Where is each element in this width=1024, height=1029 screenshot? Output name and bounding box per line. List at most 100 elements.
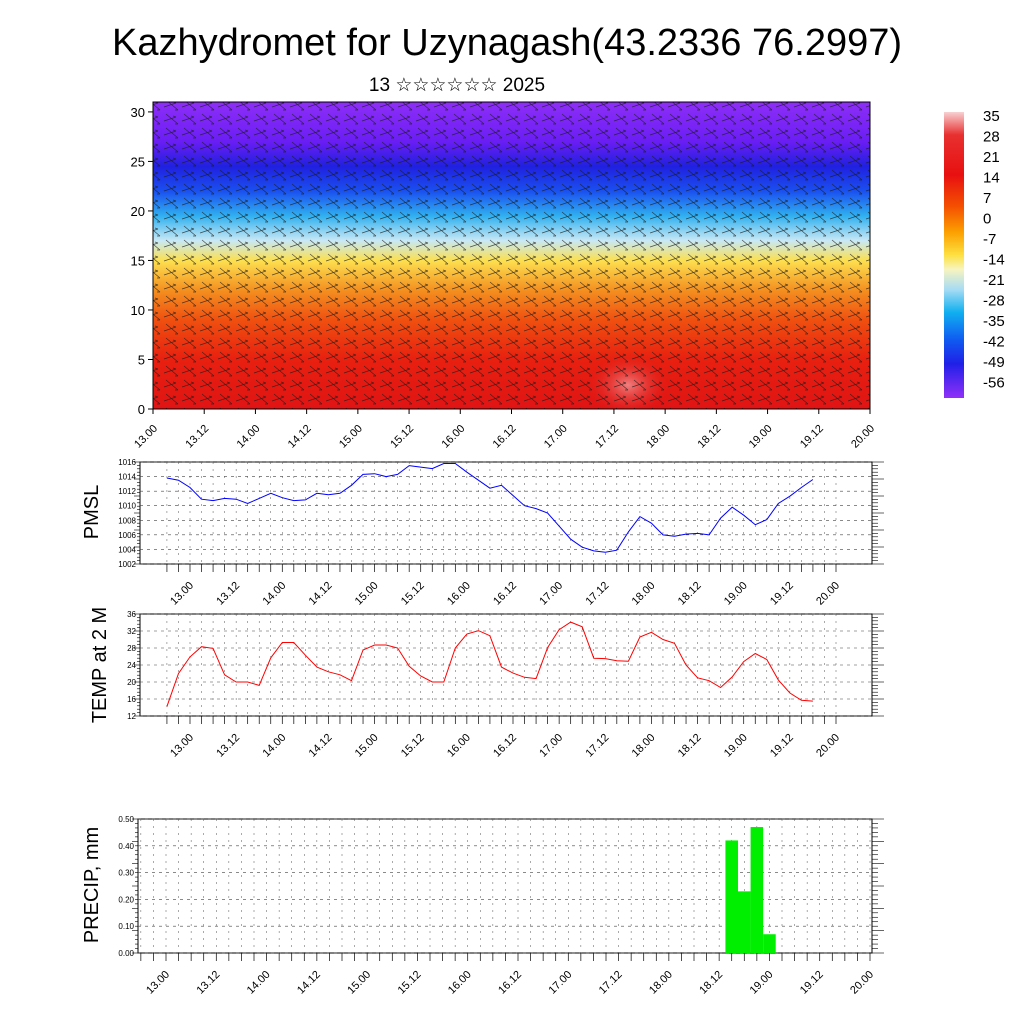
pmsl-xtick-label: 16.00 xyxy=(445,580,473,608)
precip-ytick-label: 0.00 xyxy=(118,949,134,958)
cs-xtick-label: 15.00 xyxy=(337,423,365,451)
cs-ytick-label: 30 xyxy=(131,105,145,120)
temp-ytick-label: 12 xyxy=(127,712,136,721)
pmsl-ylabel: PMSL xyxy=(81,485,103,539)
precip-xtick-label: 14.12 xyxy=(295,969,323,997)
temp-xtick-label: 17.00 xyxy=(537,732,565,760)
precip-xtick-label: 20.00 xyxy=(848,969,876,997)
temp-ytick-label: 28 xyxy=(127,644,136,653)
precip-panel: PRECIP, mm 0.00 0.10 0.20 0.30 0.40 0.50 13.00… xyxy=(81,815,884,997)
cs-ytick-label: 5 xyxy=(138,352,145,367)
cs-xtick-label: 13.12 xyxy=(183,423,211,451)
cs-xtick-label: 16.12 xyxy=(491,423,519,451)
pmsl-ytick-label: 1010 xyxy=(118,502,136,511)
temp-xtick-label: 15.00 xyxy=(353,732,381,760)
temp-xtick-label: 19.00 xyxy=(722,732,750,760)
colorbar-label: 14 xyxy=(983,170,1000,187)
precip-xtick-label: 14.00 xyxy=(245,969,273,997)
cs-xtick-label: 16.00 xyxy=(439,423,467,451)
colorbar-gradient xyxy=(944,112,964,398)
colorbar-label: 35 xyxy=(983,108,1000,125)
pmsl-xtick-label: 13.12 xyxy=(214,580,242,608)
precip-xtick-label: 17.12 xyxy=(597,969,625,997)
cs-xtick-label: 19.00 xyxy=(747,423,775,451)
temp-xtick-label: 18.12 xyxy=(676,732,704,760)
pmsl-xtick-label: 15.00 xyxy=(353,580,381,608)
temp-xtick-label: 13.00 xyxy=(168,732,196,760)
temp-xtick-label: 20.00 xyxy=(814,732,842,760)
temp-series-line xyxy=(166,621,813,707)
precip-xtick-label: 19.12 xyxy=(798,969,826,997)
colorbar-label: -56 xyxy=(983,375,1005,392)
pmsl-xtick-label: 17.00 xyxy=(537,580,565,608)
pmsl-xtick-label: 14.00 xyxy=(260,580,288,608)
colorbar-label: 0 xyxy=(983,211,991,228)
colorbar-label: 7 xyxy=(983,190,991,207)
page-subtitle: 13 ☆☆☆☆☆☆ 2025 xyxy=(369,75,545,96)
cs-ytick-label: 10 xyxy=(131,303,145,318)
precip-ytick-label: 0.40 xyxy=(118,842,134,851)
temp-ytick-label: 16 xyxy=(127,695,136,704)
colorbar-label: -28 xyxy=(983,293,1005,310)
pmsl-xtick-label: 14.12 xyxy=(307,580,335,608)
pmsl-xtick-label: 20.00 xyxy=(814,580,842,608)
cs-xtick-label: 13.00 xyxy=(132,423,160,451)
precip-xtick-label: 18.12 xyxy=(697,969,725,997)
colorbar-label: -35 xyxy=(983,313,1005,330)
precip-bar xyxy=(725,840,738,953)
colorbar-label: -42 xyxy=(983,334,1005,351)
page-title: Kazhydromet for Uzynagash(43.2336 76.299… xyxy=(112,22,902,64)
temp-xtick-label: 16.00 xyxy=(445,732,473,760)
cs-xtick-label: 17.12 xyxy=(593,423,621,451)
temp-ylabel: TEMP at 2 M xyxy=(89,607,111,723)
pmsl-series-line xyxy=(166,463,814,553)
cs-xtick-label: 14.00 xyxy=(235,423,263,451)
cs-xtick-label: 17.00 xyxy=(542,423,570,451)
precip-bar xyxy=(738,891,751,953)
temp-ytick-label: 20 xyxy=(127,678,136,687)
cs-xtick-label: 15.12 xyxy=(388,423,416,451)
pmsl-ytick-label: 1014 xyxy=(118,473,136,482)
precip-xtick-label: 15.00 xyxy=(345,969,373,997)
temp-xtick-label: 14.12 xyxy=(307,732,335,760)
pmsl-ytick-label: 1006 xyxy=(118,531,136,540)
cs-ytick-label: 15 xyxy=(131,253,145,268)
colorbar: 35 28 21 14 7 0 -7 -14 -21 -28 -35 -42 -49 -56 xyxy=(944,108,1005,398)
temp-ytick-label: 32 xyxy=(127,627,136,636)
precip-xtick-label: 16.12 xyxy=(496,969,524,997)
cs-xtick-label: 14.12 xyxy=(286,423,314,451)
temp-panel: TEMP at 2 M 12 16 20 24 28 32 36 13.00 13.12 14.0… xyxy=(89,607,884,760)
pmsl-xtick-label: 17.12 xyxy=(583,580,611,608)
precip-ytick-label: 0.30 xyxy=(118,869,134,878)
cross-section-panel: 0 5 10 15 20 25 30 13.00 13.12 14.00 14.12 15.00 15.… xyxy=(131,101,877,451)
pmsl-ytick-label: 1002 xyxy=(118,560,136,569)
pmsl-frame xyxy=(139,461,873,565)
pmsl-xtick-label: 18.00 xyxy=(630,580,658,608)
precip-xtick-label: 13.00 xyxy=(144,969,172,997)
cs-ytick-label: 0 xyxy=(138,402,145,417)
colorbar-labels: 35 28 21 14 7 0 -7 -14 -21 -28 -35 -42 -49 -56 xyxy=(983,108,1005,392)
temp-xtick-label: 17.12 xyxy=(583,732,611,760)
cs-xtick-label: 18.00 xyxy=(644,423,672,451)
precip-ylabel: PRECIP, mm xyxy=(81,827,103,943)
pmsl-ytick-label: 1004 xyxy=(118,545,136,554)
colorbar-label: -21 xyxy=(983,272,1005,289)
precip-ytick-label: 0.50 xyxy=(118,815,134,824)
cs-ytick-label: 25 xyxy=(131,154,145,169)
pmsl-ytick-label: 1016 xyxy=(118,458,136,467)
cs-ytick-label: 20 xyxy=(131,204,145,219)
precip-xtick-label: 18.00 xyxy=(647,969,675,997)
precip-ytick-label: 0.10 xyxy=(118,922,134,931)
wind-vector-overlay xyxy=(153,102,870,409)
temp-xtick-label: 13.12 xyxy=(214,732,242,760)
pmsl-xtick-label: 13.00 xyxy=(168,580,196,608)
pmsl-xtick-label: 15.12 xyxy=(399,580,427,608)
colorbar-label: 28 xyxy=(983,129,1000,146)
precip-ytick-label: 0.20 xyxy=(118,895,134,904)
pmsl-ytick-label: 1012 xyxy=(118,487,136,496)
precip-xtick-label: 19.00 xyxy=(748,969,776,997)
pmsl-xtick-label: 18.12 xyxy=(676,580,704,608)
precip-xtick-label: 15.12 xyxy=(396,969,424,997)
precip-xtick-label: 16.00 xyxy=(446,969,474,997)
